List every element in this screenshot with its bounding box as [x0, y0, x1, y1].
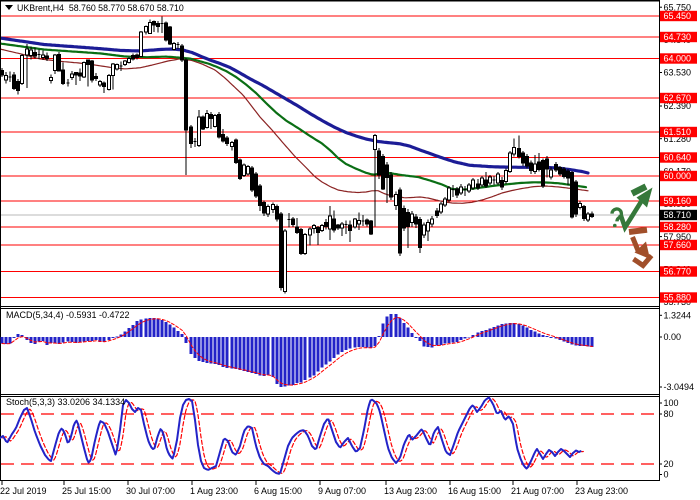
- svg-text:UKBrent,H4 58.760 58.770 58.6: UKBrent,H4 58.760 58.770 58.670 58.710: [17, 3, 184, 13]
- svg-text:20: 20: [664, 459, 674, 469]
- svg-text:55.880: 55.880: [664, 293, 692, 303]
- svg-text:1.3244: 1.3244: [664, 311, 692, 321]
- svg-text:59.160: 59.160: [664, 196, 692, 206]
- svg-text:58.280: 58.280: [664, 222, 692, 232]
- svg-text:0: 0: [664, 470, 669, 480]
- svg-text:21 Aug 07:00: 21 Aug 07:00: [511, 486, 564, 496]
- svg-text:63.530: 63.530: [664, 68, 692, 78]
- svg-text:1 Aug 23:00: 1 Aug 23:00: [190, 486, 238, 496]
- svg-text:16 Aug 15:00: 16 Aug 15:00: [448, 486, 501, 496]
- svg-text:62.390: 62.390: [664, 101, 692, 111]
- svg-text:0.00: 0.00: [664, 332, 682, 342]
- svg-text:64.000: 64.000: [664, 54, 692, 64]
- svg-text:6 Aug 15:00: 6 Aug 15:00: [254, 486, 302, 496]
- svg-text:-3.0494: -3.0494: [664, 382, 695, 392]
- svg-text:57.950: 57.950: [664, 232, 692, 242]
- svg-text:61.510: 61.510: [664, 127, 692, 137]
- svg-text:65.750: 65.750: [664, 2, 692, 12]
- svg-text:56.770: 56.770: [664, 267, 692, 277]
- svg-text:MACD(5,34,4) -0.5931 -0.4722: MACD(5,34,4) -0.5931 -0.4722: [6, 310, 130, 320]
- svg-text:30 Jul 07:00: 30 Jul 07:00: [126, 486, 175, 496]
- svg-text:58.710: 58.710: [664, 210, 692, 220]
- svg-text:9 Aug 07:00: 9 Aug 07:00: [318, 486, 366, 496]
- svg-text:57.660: 57.660: [664, 240, 692, 250]
- svg-text:60.640: 60.640: [664, 153, 692, 163]
- svg-text:22 Jul 2019: 22 Jul 2019: [0, 486, 47, 496]
- svg-text:23 Aug 23:00: 23 Aug 23:00: [575, 486, 628, 496]
- svg-text:65.450: 65.450: [664, 11, 692, 21]
- svg-text:60.000: 60.000: [664, 171, 692, 181]
- svg-text:Stoch(5,3,3) 33.0206 34.1334: Stoch(5,3,3) 33.0206 34.1334: [6, 397, 125, 407]
- svg-text:13 Aug 23:00: 13 Aug 23:00: [384, 486, 437, 496]
- svg-text:80: 80: [664, 409, 674, 419]
- svg-text:100: 100: [664, 398, 679, 408]
- svg-text:25 Jul 15:00: 25 Jul 15:00: [62, 486, 111, 496]
- svg-text:61.280: 61.280: [664, 134, 692, 144]
- svg-text:62.670: 62.670: [664, 93, 692, 103]
- svg-text:64.730: 64.730: [664, 32, 692, 42]
